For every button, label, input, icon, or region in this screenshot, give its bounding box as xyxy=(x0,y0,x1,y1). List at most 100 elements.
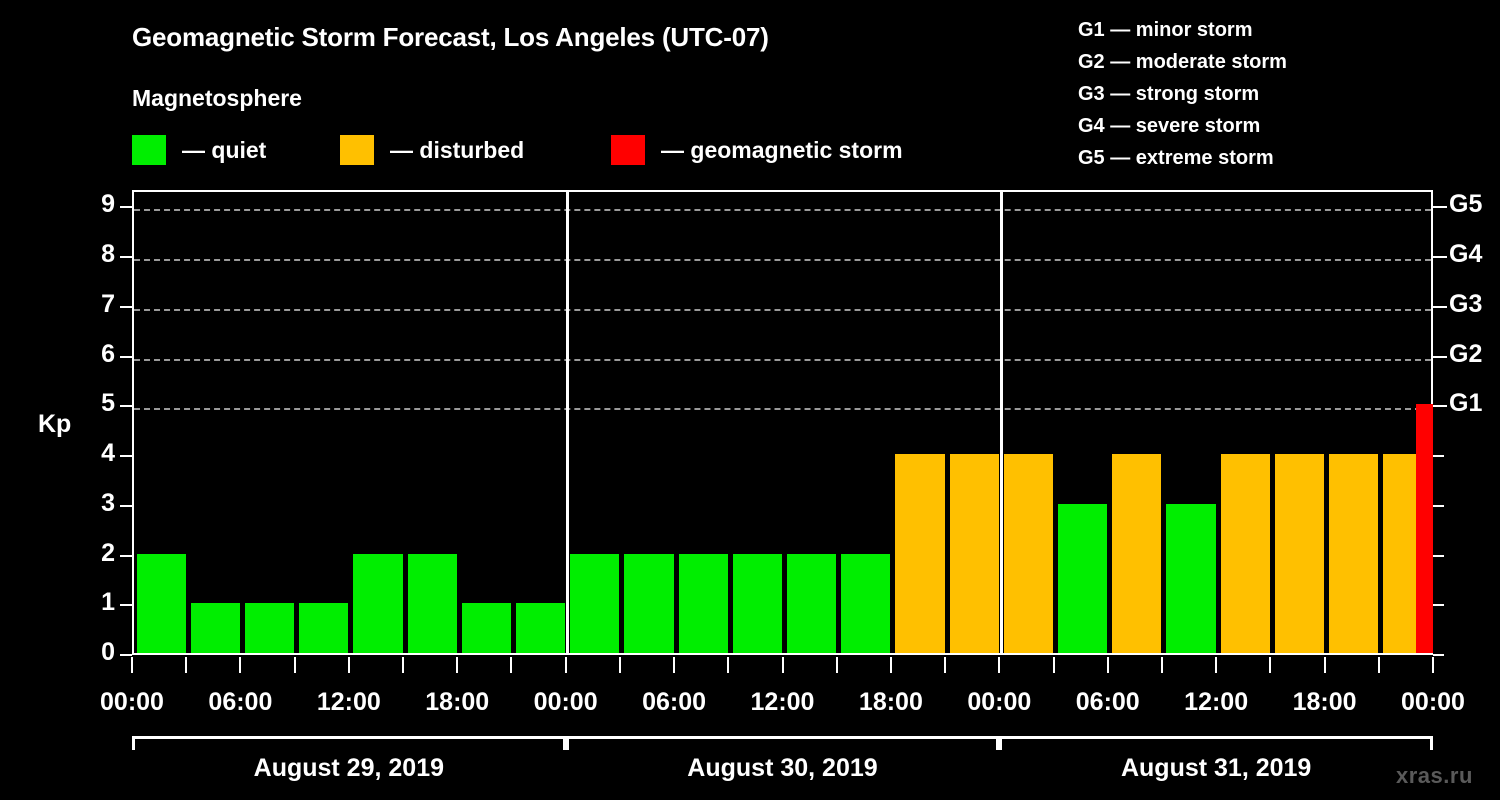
x-tick-label-4: 00:00 xyxy=(533,688,598,716)
bar-quiet-6[interactable] xyxy=(461,603,511,653)
bar-disturbed-22[interactable] xyxy=(1329,454,1379,653)
date-label-3: August 31, 2019 xyxy=(1120,754,1312,782)
day-divider-2 xyxy=(999,192,1003,653)
legend-label-storm: — geomagnetic storm xyxy=(661,136,903,163)
x-tick-6 xyxy=(456,657,459,673)
bar-disturbed-16[interactable] xyxy=(1003,454,1054,653)
day-bracket-1 xyxy=(132,736,566,750)
g-tick-label-G1: G1 xyxy=(1449,389,1483,418)
x-tick-0 xyxy=(131,657,133,673)
g-tick-label-G3: G3 xyxy=(1449,289,1483,318)
x-tick-label-5: 06:00 xyxy=(642,688,707,716)
date-label-1: August 29, 2019 xyxy=(253,754,444,782)
g-minor-tick-kp-2 xyxy=(1433,554,1444,557)
g-tick-G4 xyxy=(1433,256,1447,259)
bar-quiet-8[interactable] xyxy=(570,553,620,653)
x-tick-9 xyxy=(618,657,621,673)
x-tick-label-2: 12:00 xyxy=(316,688,381,716)
x-tick-1 xyxy=(185,657,188,673)
x-tick-11 xyxy=(727,657,730,673)
y-tick-4 xyxy=(120,455,132,458)
x-tick-2 xyxy=(239,657,242,673)
day-divider-1 xyxy=(566,192,570,653)
y-tick-label-6: 6 xyxy=(101,339,115,368)
bar-quiet-17[interactable] xyxy=(1058,503,1108,653)
bar-disturbed-14[interactable] xyxy=(895,454,945,653)
x-tick-label-1: 06:00 xyxy=(208,688,273,716)
bar-quiet-1[interactable] xyxy=(190,603,240,653)
y-tick-label-1: 1 xyxy=(101,588,115,617)
x-tick-label-3: 18:00 xyxy=(425,688,490,716)
bar-quiet-2[interactable] xyxy=(244,603,295,653)
x-tick-16 xyxy=(998,657,1001,673)
bar-disturbed-21[interactable] xyxy=(1274,454,1325,653)
bar-quiet-9[interactable] xyxy=(624,553,674,653)
y-tick-6 xyxy=(120,355,132,358)
x-tick-15 xyxy=(944,657,947,673)
plot-area xyxy=(132,190,1433,655)
legend-item-storm: — geomagnetic storm xyxy=(611,134,903,166)
g-minor-tick-kp-0 xyxy=(1433,654,1444,656)
y-axis-title: Kp xyxy=(38,410,72,438)
bar-quiet-12[interactable] xyxy=(787,553,837,653)
bar-quiet-13[interactable] xyxy=(841,553,891,653)
bar-quiet-0[interactable] xyxy=(136,553,186,653)
x-tick-14 xyxy=(889,657,892,673)
gridline-kp-7 xyxy=(134,308,1431,311)
y-tick-9 xyxy=(120,206,132,209)
green-swatch xyxy=(132,135,166,165)
y-tick-label-5: 5 xyxy=(101,389,115,418)
g-tick-G3 xyxy=(1433,305,1447,308)
x-tick-19 xyxy=(1160,657,1163,673)
g-tick-G1 xyxy=(1433,405,1447,408)
y-tick-label-9: 9 xyxy=(101,190,115,219)
g-tick-G5 xyxy=(1433,206,1447,209)
bar-disturbed-15[interactable] xyxy=(949,454,999,653)
g-minor-tick-kp-3 xyxy=(1433,504,1444,507)
bar-disturbed-18[interactable] xyxy=(1112,454,1162,653)
bar-disturbed-20[interactable] xyxy=(1220,454,1270,653)
bar-quiet-3[interactable] xyxy=(299,603,349,653)
day-bracket-3 xyxy=(999,736,1433,750)
bar-quiet-7[interactable] xyxy=(515,603,566,653)
x-tick-label-8: 00:00 xyxy=(967,688,1032,716)
y-tick-0 xyxy=(120,654,132,656)
chart-subtitle: Magnetosphere xyxy=(132,85,302,111)
gscale-row-g1: G1 — minor storm xyxy=(1078,19,1253,41)
gscale-legend: G1 — minor storm G2 — moderate storm G3 … xyxy=(1078,14,1287,174)
x-tick-13 xyxy=(835,657,838,673)
gridline-kp-5 xyxy=(134,408,1431,411)
gscale-row-g3: G3 — strong storm xyxy=(1078,83,1260,105)
g-tick-label-G5: G5 xyxy=(1449,190,1483,219)
x-tick-3 xyxy=(293,657,296,673)
date-label-2: August 30, 2019 xyxy=(687,754,878,782)
y-tick-2 xyxy=(120,554,132,557)
bar-quiet-5[interactable] xyxy=(407,553,457,653)
x-tick-24 xyxy=(1432,657,1434,673)
y-tick-label-2: 2 xyxy=(101,538,115,567)
g-tick-label-G4: G4 xyxy=(1449,240,1483,269)
gscale-row-g2: G2 — moderate storm xyxy=(1078,51,1287,73)
x-tick-21 xyxy=(1269,657,1272,673)
x-tick-label-7: 18:00 xyxy=(858,688,923,716)
bar-quiet-4[interactable] xyxy=(353,553,403,653)
legend-item-quiet: — quiet xyxy=(132,134,266,166)
red-swatch xyxy=(611,135,645,165)
x-tick-5 xyxy=(402,657,405,673)
gridline-kp-6 xyxy=(134,358,1431,361)
bar-quiet-11[interactable] xyxy=(732,553,782,653)
g-minor-tick-kp-1 xyxy=(1433,604,1444,607)
x-tick-4 xyxy=(347,657,350,673)
bar-geomagnetic-storm-24[interactable] xyxy=(1416,404,1433,653)
orange-swatch xyxy=(340,135,374,165)
bar-quiet-19[interactable] xyxy=(1166,503,1216,653)
page-title: Geomagnetic Storm Forecast, Los Angeles … xyxy=(132,22,769,52)
gscale-row-g5: G5 — extreme storm xyxy=(1078,147,1274,169)
y-tick-8 xyxy=(120,256,132,259)
x-tick-20 xyxy=(1215,657,1218,673)
x-tick-10 xyxy=(673,657,676,673)
bar-quiet-10[interactable] xyxy=(678,553,728,653)
x-tick-8 xyxy=(564,657,567,673)
y-tick-5 xyxy=(120,405,132,408)
x-tick-label-6: 12:00 xyxy=(750,688,815,716)
